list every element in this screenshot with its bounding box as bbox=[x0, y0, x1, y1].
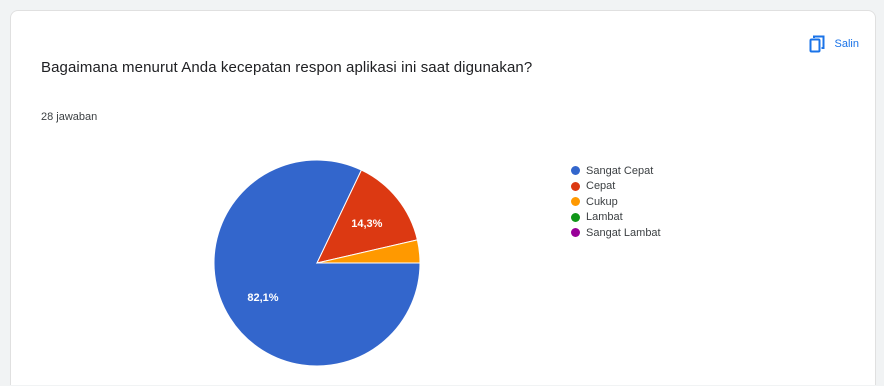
legend-swatch bbox=[571, 212, 580, 222]
legend-label: Cukup bbox=[586, 195, 618, 208]
legend-label: Sangat Lambat bbox=[586, 226, 661, 239]
legend-label: Cepat bbox=[586, 180, 616, 193]
legend-item-sangat-lambat[interactable]: Sangat Lambat bbox=[571, 225, 661, 241]
legend-item-cepat[interactable]: Cepat bbox=[571, 179, 661, 195]
chart-legend: Sangat Cepat Cepat Cukup Lambat Sangat Lamba… bbox=[571, 163, 661, 241]
copy-label: Salin bbox=[834, 38, 859, 50]
legend-label: Sangat Cepat bbox=[586, 164, 654, 177]
legend-swatch bbox=[571, 197, 580, 207]
response-count: 28 jawaban bbox=[41, 111, 98, 123]
copy-icon bbox=[809, 35, 825, 53]
legend-swatch bbox=[571, 228, 580, 238]
legend-label: Lambat bbox=[586, 211, 623, 224]
copy-button[interactable]: Salin bbox=[809, 35, 859, 53]
pie-slice-cukup[interactable] bbox=[316, 239, 421, 264]
legend-item-sangat-cepat[interactable]: Sangat Cepat bbox=[571, 163, 661, 179]
pie-slice-cepat[interactable] bbox=[316, 169, 418, 264]
legend-item-lambat[interactable]: Lambat bbox=[571, 210, 661, 226]
legend-item-cukup[interactable]: Cukup bbox=[571, 194, 661, 210]
legend-swatch bbox=[571, 166, 580, 176]
pie-chart: 82,1% 14,3% bbox=[213, 159, 421, 367]
pie-label-sangat-cepat: 82,1% bbox=[247, 292, 278, 304]
legend-swatch bbox=[571, 181, 580, 191]
pie-label-cepat: 14,3% bbox=[351, 218, 382, 230]
question-card: Bagaimana menurut Anda kecepatan respon … bbox=[10, 10, 876, 385]
question-title: Bagaimana menurut Anda kecepatan respon … bbox=[41, 59, 533, 76]
